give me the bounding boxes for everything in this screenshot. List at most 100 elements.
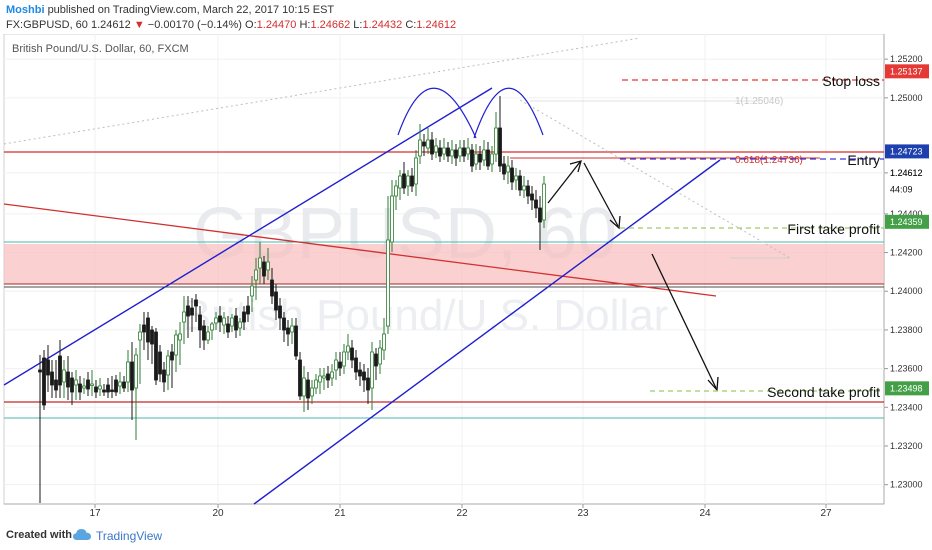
candle-body	[230, 317, 234, 327]
candle-body	[78, 383, 82, 393]
candle-body	[206, 331, 210, 341]
first-take-profit-text: First take profit	[787, 221, 880, 237]
candle-body	[242, 311, 246, 323]
candle-body	[166, 355, 170, 376]
candle-body	[250, 285, 254, 297]
publish-line: Moshbi published on TradingView.com, Mar…	[6, 4, 334, 16]
down-arrow-icon: ▼	[133, 19, 145, 31]
candle-body	[374, 353, 378, 367]
candle-body	[314, 379, 318, 389]
candle-body	[302, 377, 306, 397]
price-tag-label: 1.24359	[890, 217, 923, 227]
price-chart[interactable]: GBPUSD, 60 British Pound/U.S. Dollar 1(1…	[0, 34, 932, 520]
candle-body	[298, 359, 302, 397]
candle-body	[426, 139, 430, 149]
open-label: O:	[245, 19, 257, 31]
author-link[interactable]: Moshbi	[6, 4, 45, 16]
candle-body	[446, 147, 450, 157]
candle-body	[322, 375, 326, 379]
price-axis[interactable]: 1.25200 1.25000 1.24612 1.24400 1.24200 1.240…	[884, 54, 923, 490]
candle-body	[414, 157, 418, 185]
candle-body	[334, 359, 338, 371]
candle-body	[186, 305, 190, 317]
candle-body	[438, 147, 442, 157]
candle-body	[218, 315, 222, 323]
candle-body	[138, 331, 142, 341]
arrow-down-1-head	[609, 215, 621, 230]
candle-body	[82, 385, 86, 389]
fib-trend-dotted	[519, 99, 791, 259]
candle-body	[86, 379, 90, 390]
candle-body	[214, 317, 218, 324]
symbol-name: FX:GBPUSD, 60	[6, 19, 88, 31]
candle-body	[282, 317, 286, 331]
candle-body	[478, 153, 482, 163]
candle-body	[202, 325, 206, 341]
projection-arrows	[547, 160, 719, 392]
candle-body	[174, 334, 178, 356]
candle-body	[122, 381, 126, 389]
candle-body	[526, 185, 530, 197]
time-axis[interactable]: 17 20 21 22 23 24 27	[89, 504, 832, 519]
candle-body	[290, 325, 294, 333]
candle-body	[70, 377, 74, 393]
candle-body	[402, 173, 406, 189]
candle-body	[106, 384, 110, 393]
candle-body	[318, 375, 322, 383]
publish-info: published on TradingView.com, March 22, …	[47, 4, 335, 16]
price-change: −0.00170 (−0.14%)	[147, 19, 242, 31]
candle-body	[330, 371, 334, 379]
candle-body	[294, 325, 298, 357]
candle-body	[182, 311, 186, 323]
candle-body	[350, 347, 354, 361]
price-tag-bg	[885, 144, 929, 159]
candle-body	[170, 351, 174, 361]
fib-1-label: 1(1.25046)	[735, 96, 783, 107]
low-value: 1.24432	[362, 19, 403, 31]
candle-body	[54, 379, 58, 391]
candle-body	[454, 149, 458, 159]
candle-body	[258, 257, 262, 269]
y-tick-label: 1.23000	[890, 480, 923, 490]
price-tag-bg	[885, 64, 929, 79]
arrow-down-2-head	[707, 376, 719, 392]
symbol-quote-line: FX:GBPUSD, 60 1.24612 ▼ −0.00170 (−0.14%…	[6, 19, 456, 31]
candle-body	[470, 149, 474, 167]
x-tick-label: 22	[456, 508, 468, 519]
candle-body	[486, 149, 490, 167]
candle-body	[358, 369, 362, 377]
candle-body	[430, 139, 434, 155]
y-tick-label: 1.25200	[890, 54, 923, 64]
candle-body	[162, 369, 166, 383]
candle-body	[190, 307, 194, 316]
x-tick-label: 24	[699, 508, 711, 519]
y-tick-label: 1.24612	[890, 168, 923, 178]
price-tag-label: 1.23498	[890, 383, 923, 393]
fib-618-label: 0.618(1.24736)	[735, 155, 803, 166]
x-tick-label: 21	[334, 508, 346, 519]
candle-body	[458, 147, 462, 157]
candle-body	[370, 351, 374, 389]
x-tick-label: 27	[820, 508, 832, 519]
created-with-label: Created with	[6, 529, 73, 541]
candle-body	[94, 386, 98, 393]
channel-lower-line	[253, 159, 721, 505]
tradingview-cloud-icon	[73, 529, 91, 540]
candle-body	[326, 373, 330, 381]
candle-body	[58, 355, 62, 386]
price-tags: 1.25137 1.24723 1.24612 44:09 1.24359 1.23498	[885, 64, 929, 396]
candle-body	[246, 305, 250, 315]
candle-body	[234, 315, 238, 331]
candle-body	[178, 333, 182, 341]
tradingview-brand[interactable]: TradingView	[96, 529, 163, 543]
right-shoulder-arc	[473, 87, 544, 139]
candle-body	[514, 175, 518, 181]
current-price-tag: 44:09	[890, 185, 913, 195]
candle-body	[490, 153, 494, 165]
candle-body	[286, 327, 290, 335]
candle-body	[378, 347, 382, 365]
candle-body	[394, 185, 398, 197]
candle-body	[510, 167, 514, 183]
candle-body	[126, 361, 130, 383]
candle-body	[522, 185, 526, 191]
